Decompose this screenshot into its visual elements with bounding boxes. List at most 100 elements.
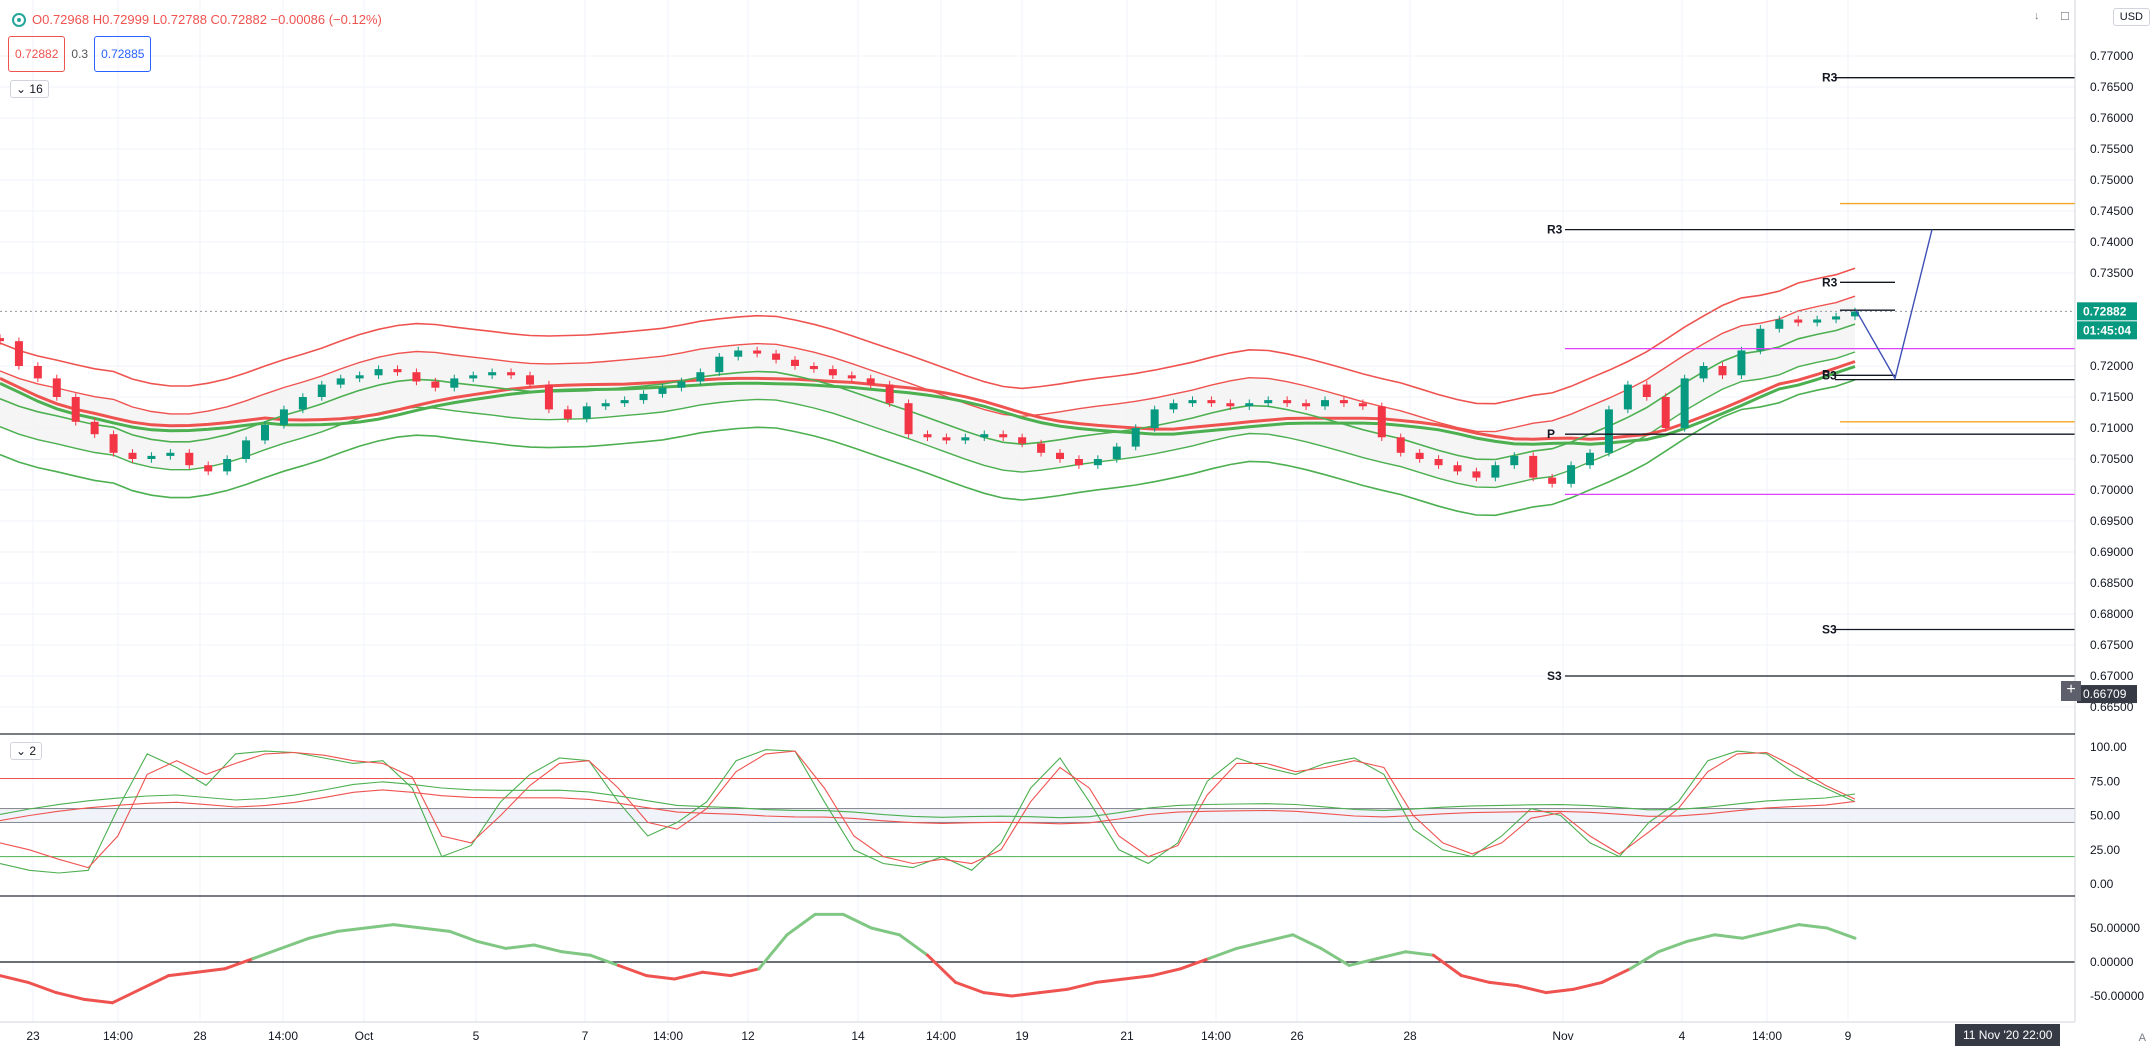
osc-segment: [420, 926, 452, 933]
osc-segment: [110, 987, 142, 1005]
candle-body: [1529, 455, 1538, 478]
osc-segment: [673, 970, 705, 981]
osc-segment: [1010, 991, 1042, 998]
pivot-label-r3-far: R3: [1822, 71, 1838, 85]
projection-path: [1855, 229, 1933, 381]
candle-body: [1074, 459, 1083, 466]
candle-body: [923, 434, 932, 438]
candle-body: [1851, 311, 1859, 317]
candle-body: [488, 372, 497, 376]
candle-body: [620, 400, 629, 404]
price-axis-label: 0.77000: [2090, 49, 2134, 63]
osc-segment: [1684, 933, 1716, 944]
candle-body: [336, 378, 345, 385]
sell-button[interactable]: 0.72882: [8, 36, 66, 72]
stoch-pane-toggle[interactable]: ⌄ 2: [10, 742, 43, 760]
candle-body: [1188, 400, 1197, 404]
osc-segment: [1094, 977, 1126, 984]
osc-segment: [841, 912, 873, 930]
candle-body: [582, 406, 591, 419]
ohlc-values: O0.72968 H0.72999 L0.72788 C0.72882 −0.0…: [32, 12, 382, 27]
candle-body: [544, 384, 553, 410]
candle-body: [753, 350, 762, 354]
osc-segment: [1122, 974, 1154, 981]
candle-body: [1283, 400, 1292, 404]
osc-segment: [701, 970, 733, 978]
main-pane-toggle[interactable]: ⌄ 16: [10, 80, 49, 98]
buy-button[interactable]: 0.72885: [94, 36, 152, 72]
candle-body: [601, 403, 610, 407]
stoch-mid-band: [0, 810, 2075, 821]
candle-body: [52, 378, 61, 397]
osc-segment: [532, 943, 564, 954]
price-axis-label: 0.68500: [2090, 576, 2134, 590]
osc-segment: [1544, 987, 1576, 995]
main-pane-toggle-count: 16: [29, 82, 43, 96]
osc-segment: [560, 950, 592, 957]
pivot-label-r3-near: R3: [1822, 275, 1838, 289]
candle-body: [412, 372, 421, 382]
candle-body: [185, 452, 194, 466]
osc-segment: [335, 926, 367, 933]
inner-lower-band: [0, 351, 1856, 489]
candle-body: [809, 366, 818, 370]
candle-body: [1586, 452, 1594, 466]
osc-segment: [1207, 946, 1239, 961]
osc-segment: [1431, 953, 1463, 978]
candle-body: [204, 465, 213, 472]
candle-body: [828, 369, 837, 376]
currency-button[interactable]: USD: [2112, 8, 2150, 26]
auto-scale-button[interactable]: A: [2138, 1032, 2146, 1044]
time-axis-label: 21: [1120, 1029, 1134, 1043]
candle-body: [1150, 409, 1159, 428]
osc-segment: [82, 997, 114, 1005]
price-axis-label: 0.70000: [2090, 483, 2134, 497]
candle-body: [1699, 366, 1708, 379]
arrow-down-icon[interactable]: ↓: [2034, 10, 2040, 22]
osc-segment: [869, 926, 901, 937]
candle-body: [374, 369, 383, 376]
candle-body: [1642, 384, 1651, 397]
candle-body: [677, 381, 686, 388]
osc-segment: [1319, 946, 1351, 967]
crosshair-time-label: 11 Nov '20 22:00: [1955, 1024, 2061, 1046]
price-axis-label: 0.67500: [2090, 638, 2134, 652]
candle-body: [658, 387, 667, 394]
stoch-d-line: [0, 750, 1856, 869]
candle-body: [90, 421, 99, 435]
time-axis-label: 19: [1015, 1029, 1029, 1043]
osc-segment: [1291, 933, 1323, 950]
add-alert-icon[interactable]: +: [2061, 681, 2081, 701]
candle-body: [298, 397, 307, 410]
candle-body: [166, 452, 175, 456]
osc-segment: [1656, 940, 1688, 954]
candle-body: [1396, 437, 1405, 453]
time-axis-label: 4: [1679, 1029, 1686, 1043]
candle-body: [450, 378, 459, 388]
candle-body: [1056, 452, 1064, 459]
osc-axis-label: -50.00000: [2090, 989, 2144, 1003]
time-axis-label: 28: [1403, 1029, 1417, 1043]
price-axis-label: 0.69000: [2090, 545, 2134, 559]
candle-body: [1832, 316, 1841, 320]
maximize-icon[interactable]: ☐: [2060, 11, 2070, 23]
candle-body: [507, 372, 516, 376]
osc-segment: [1628, 950, 1660, 971]
candle-body: [1037, 443, 1046, 453]
candle-body: [1510, 455, 1519, 466]
time-axis-label: 9: [1845, 1029, 1852, 1043]
price-axis-label: 0.71000: [2090, 421, 2134, 435]
stoch-axis-label: 25.00: [2090, 843, 2120, 857]
trade-quote: 0.72882 0.3 0.72885: [8, 36, 152, 72]
candle-body: [1112, 446, 1121, 459]
stoch-axis-label: 75.00: [2090, 774, 2120, 788]
candle-body: [1794, 319, 1803, 323]
osc-axis-label: 0.00000: [2090, 955, 2134, 969]
candle-body: [355, 375, 364, 379]
candle-body: [261, 424, 269, 441]
candle-body: [1813, 319, 1822, 323]
price-axis-label: 0.67000: [2090, 669, 2134, 683]
candle-body: [1358, 403, 1367, 407]
